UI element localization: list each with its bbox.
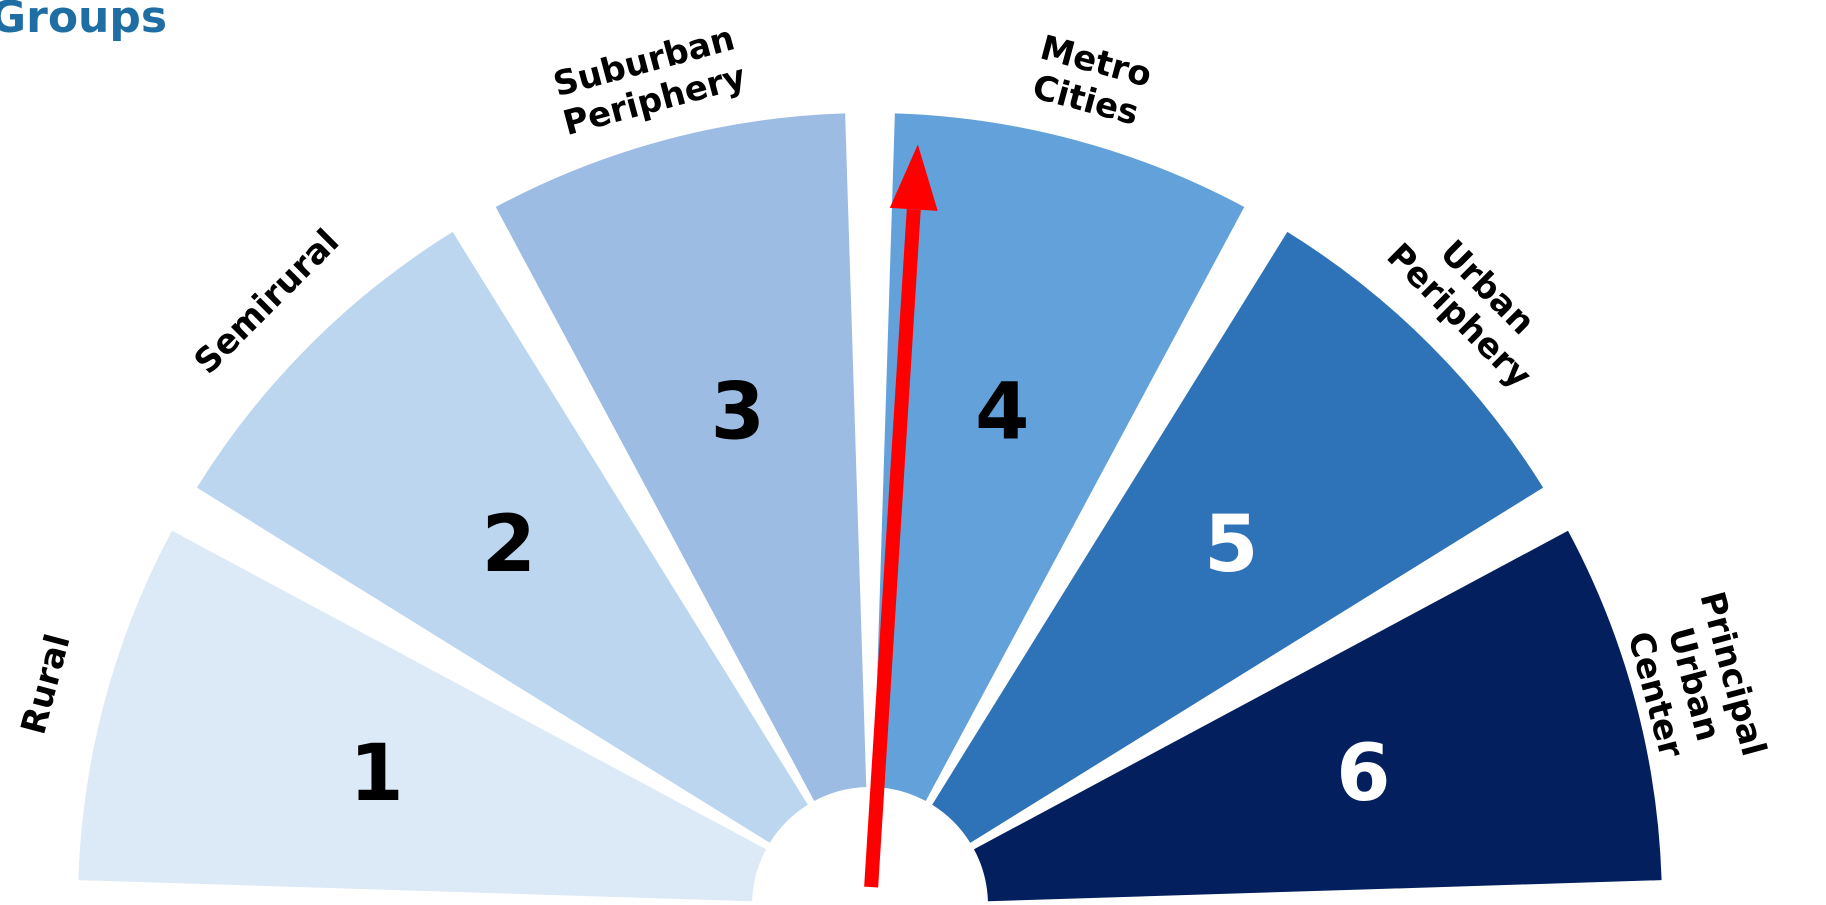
segment-label-line: Rural [14,630,79,739]
pointer-shaft [864,208,921,888]
segment-number-1: 1 [349,729,403,819]
gauge-pointer [864,144,938,888]
gauge-segment-5 [932,231,1544,843]
gauge-numbers: 1 2 3 4 5 6 [349,368,1390,819]
gauge-segments [78,113,1662,902]
gauge-segment-4 [873,113,1245,802]
pointer-arrowhead [889,144,938,211]
segment-number-2: 2 [482,500,536,590]
gauge-segment-6 [973,530,1662,902]
gauge-segment-3 [495,113,867,802]
segment-label-1: Rural [14,630,79,739]
segment-number-5: 5 [1204,500,1258,590]
segment-number-6: 6 [1336,729,1390,819]
gauge-segment-1 [78,530,767,902]
segment-number-4: 4 [975,368,1029,458]
gauge-segment-2 [196,231,808,843]
diagram-title: Groups [0,0,167,43]
segment-number-3: 3 [711,368,765,458]
